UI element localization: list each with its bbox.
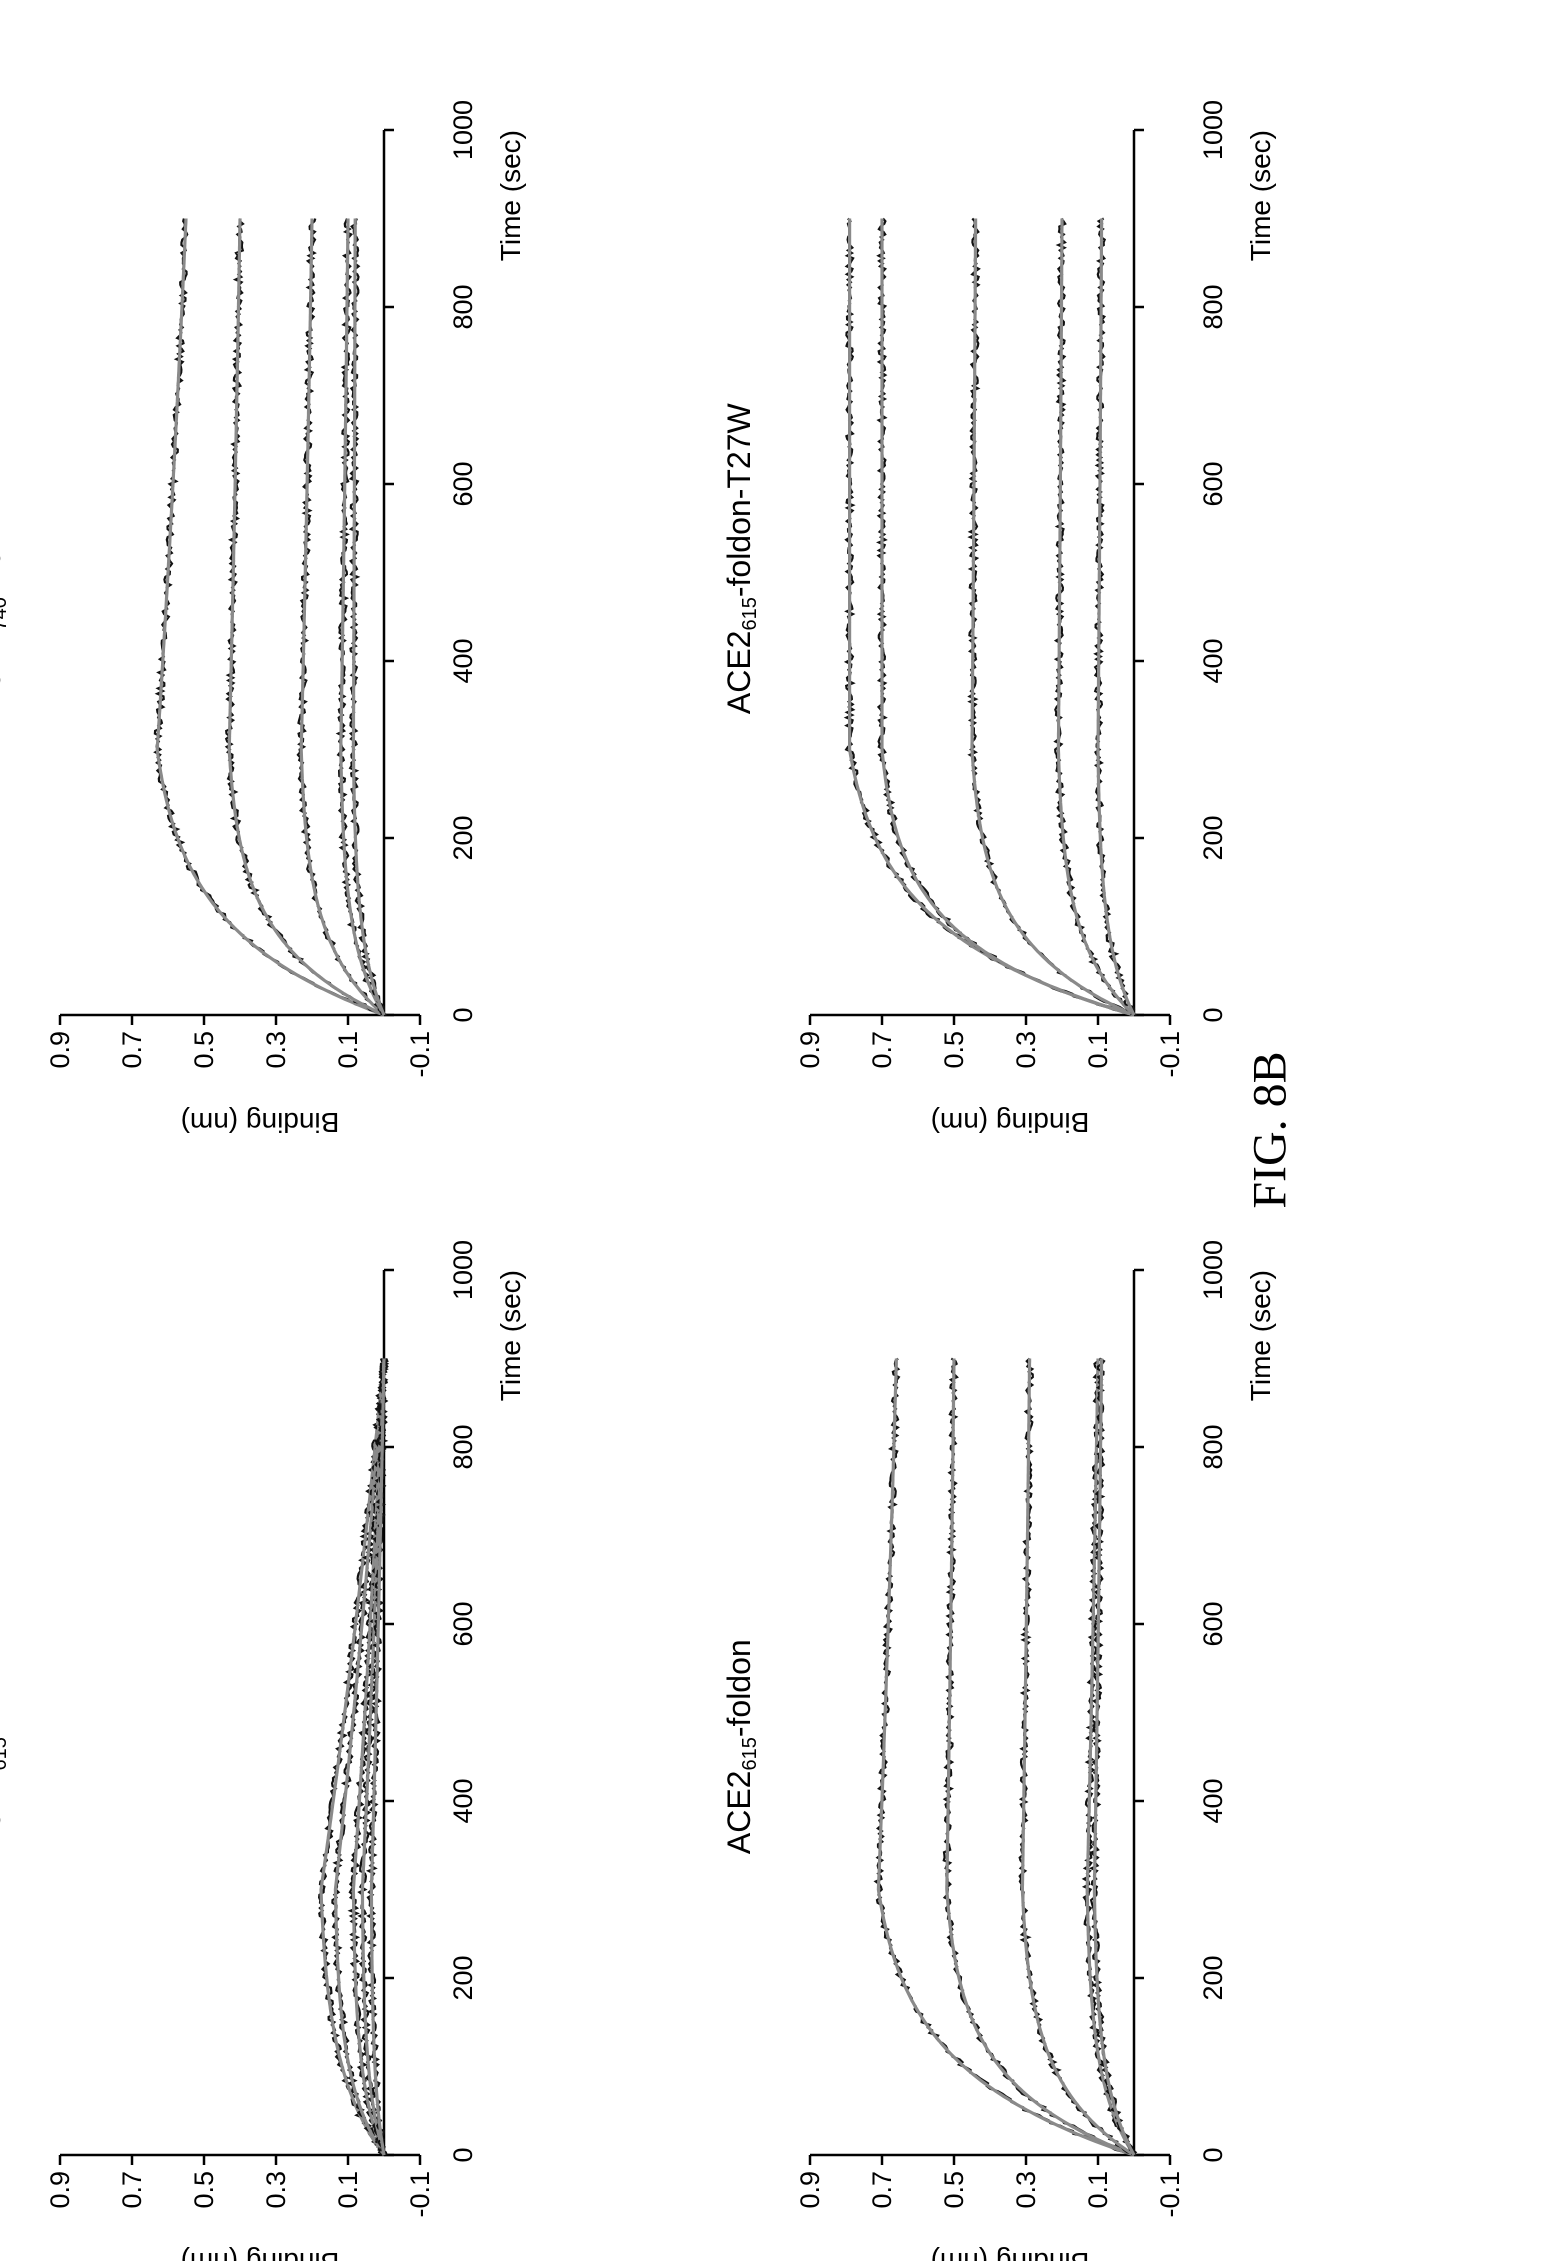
- y-tick-label: 0.1: [333, 1031, 363, 1069]
- y-tick-label: 0.5: [189, 1031, 219, 1069]
- x-tick-label: 1000: [448, 1240, 478, 1300]
- x-tick-label: 800: [1198, 284, 1228, 329]
- x-tick-label: 0: [448, 1007, 478, 1022]
- x-tick-label: 400: [448, 1778, 478, 1823]
- y-tick-label: 0.3: [261, 2171, 291, 2209]
- raw-trace-2: [876, 217, 1135, 1017]
- x-axis-label: Time (sec): [1245, 130, 1276, 261]
- chart-title: ACE2740-Fc: [0, 551, 11, 714]
- fit-curve-5: [369, 1358, 386, 2156]
- x-tick-label: 0: [1198, 1007, 1228, 1022]
- fit-curve-1: [876, 1358, 1135, 2157]
- raw-trace-2: [942, 1357, 1135, 2157]
- raw-trace-1: [843, 217, 1134, 1016]
- y-tick-label: 0.7: [117, 1031, 147, 1069]
- raw-trace-3: [1018, 1357, 1137, 2157]
- x-tick-label: 0: [448, 2147, 478, 2162]
- chart-panel-1: -0.1 0.1 0.3 0.5 0.7 0.9 0 200 400 600 800 1000 Bind…: [0, 1240, 526, 2261]
- x-tick-label: 400: [1198, 638, 1228, 683]
- x-tick-label: 1000: [1198, 100, 1228, 160]
- fit-curve-2: [945, 1358, 1135, 2157]
- chart-title: ACE2615-foldon: [721, 1639, 761, 1854]
- fit-curve-1: [847, 218, 1135, 1017]
- x-axis-label: Time (sec): [495, 130, 526, 261]
- y-tick-label: 0.9: [795, 1031, 825, 1069]
- y-tick-label: 0.3: [1011, 2171, 1041, 2209]
- fit-curve-2: [333, 1358, 386, 2156]
- x-tick-label: 1000: [448, 100, 478, 160]
- x-tick-label: 600: [448, 1601, 478, 1646]
- y-tick-label: 0.5: [189, 2171, 219, 2209]
- x-axis-label: Time (sec): [495, 1270, 526, 1401]
- y-tick-label: 0.7: [117, 2171, 147, 2209]
- raw-trace-3: [967, 217, 1137, 1017]
- fit-curve-4: [360, 1358, 386, 2156]
- chart-title: ACE2615-foldon-T27W: [721, 402, 761, 714]
- y-tick-label: -0.1: [405, 1031, 435, 1078]
- y-tick-label: 0.1: [1083, 2171, 1113, 2209]
- y-tick-label: 0.7: [867, 2171, 897, 2209]
- figure-caption-text: FIG. 8B: [1243, 1051, 1297, 1209]
- fit-curve-4: [339, 218, 386, 1016]
- y-tick-label: 0.5: [939, 2171, 969, 2209]
- x-tick-label: 200: [1198, 815, 1228, 860]
- y-tick-label: 0.1: [1083, 1031, 1113, 1069]
- y-tick-label: 0.9: [45, 1031, 75, 1069]
- y-tick-label: -0.1: [1155, 2171, 1185, 2218]
- x-axis-label: Time (sec): [1245, 1270, 1276, 1401]
- x-tick-label: 200: [448, 1955, 478, 2000]
- chart-panel-3: -0.1 0.1 0.3 0.5 0.7 0.9 0 200 400 600 800 1000 Bind…: [721, 1240, 1276, 2261]
- fit-curve-5: [1096, 218, 1136, 1016]
- x-tick-label: 600: [1198, 1601, 1228, 1646]
- x-tick-label: 200: [1198, 1955, 1228, 2000]
- y-tick-label: 0.9: [795, 2171, 825, 2209]
- x-tick-label: 0: [1198, 2147, 1228, 2162]
- raw-trace-4: [1053, 217, 1133, 1016]
- raw-trace-3: [296, 218, 388, 1016]
- y-tick-label: 0.5: [939, 1031, 969, 1069]
- fit-curve-4: [1085, 1358, 1136, 2156]
- fit-curve-4: [1056, 218, 1136, 1017]
- y-axis-label: Binding (nm): [931, 1107, 1090, 1138]
- y-tick-label: 0.1: [333, 2171, 363, 2209]
- fit-curve-2: [880, 218, 1135, 1017]
- y-tick-label: -0.1: [405, 2171, 435, 2218]
- fit-curve-5: [1092, 1358, 1136, 2156]
- fit-curve-3: [970, 218, 1135, 1017]
- chart-panel-4: -0.1 0.1 0.3 0.5 0.7 0.9 0 200 400 600 800 1000 Bind…: [721, 100, 1276, 1138]
- y-tick-label: 0.9: [45, 2171, 75, 2209]
- x-tick-label: 800: [448, 284, 478, 329]
- x-tick-label: 800: [1198, 1424, 1228, 1469]
- y-tick-label: 0.7: [867, 1031, 897, 1069]
- chart-title: ACE2615: [0, 1737, 11, 1854]
- y-axis-label: Binding (nm): [181, 2247, 340, 2261]
- fit-curve-3: [299, 218, 386, 1017]
- y-axis-label: Binding (nm): [931, 2247, 1090, 2261]
- x-tick-label: 600: [448, 461, 478, 506]
- x-tick-label: 400: [1198, 1778, 1228, 1823]
- x-tick-label: 1000: [1198, 1240, 1228, 1300]
- x-tick-label: 800: [448, 1424, 478, 1469]
- x-tick-label: 600: [1198, 461, 1228, 506]
- chart-panel-2: -0.1 0.1 0.3 0.5 0.7 0.9 0 200 400 600 800 1000 Bind…: [0, 100, 526, 1138]
- y-tick-label: 0.3: [261, 1031, 291, 1069]
- fit-curve-3: [1020, 1358, 1135, 2157]
- y-axis-label: Binding (nm): [181, 1107, 340, 1138]
- x-tick-label: 400: [448, 638, 478, 683]
- x-tick-label: 200: [448, 815, 478, 860]
- raw-trace-2: [331, 1358, 390, 2156]
- y-tick-label: -0.1: [1155, 1031, 1185, 1078]
- fit-curve-2: [227, 218, 385, 1017]
- y-tick-label: 0.3: [1011, 1031, 1041, 1069]
- fit-curve-1: [155, 218, 385, 1017]
- fit-curve-5: [351, 218, 386, 1016]
